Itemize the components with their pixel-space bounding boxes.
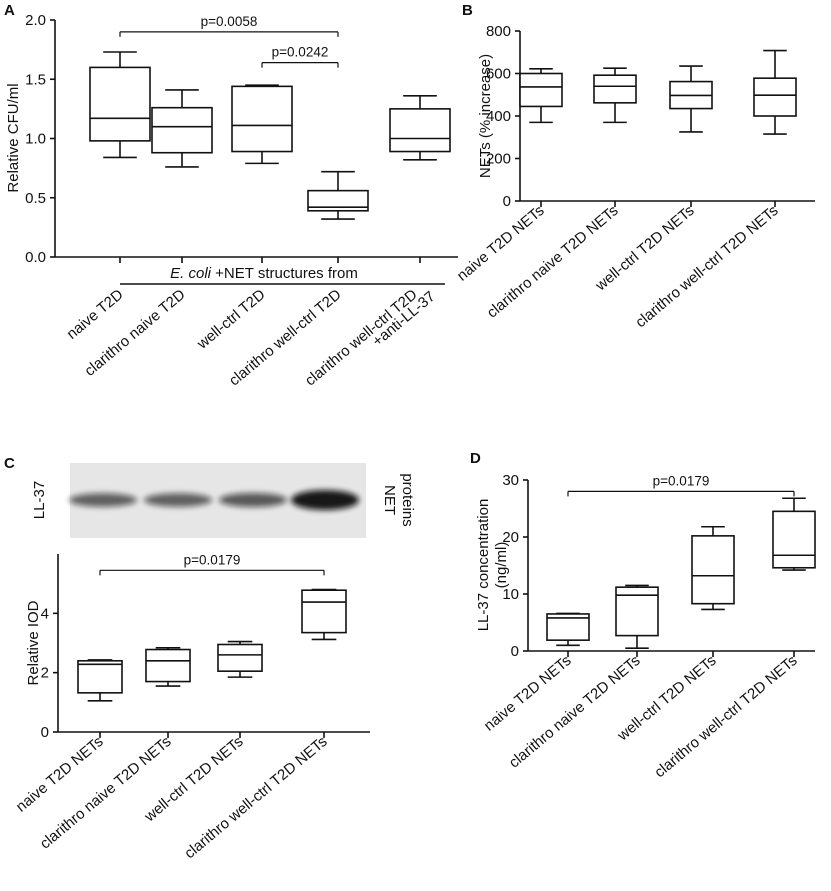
y-tick-label: 1.5 xyxy=(25,71,46,88)
box-1 xyxy=(546,612,590,647)
y-tick-label: 800 xyxy=(486,23,511,40)
y-tick-label: 2.0 xyxy=(25,12,46,29)
x-category-label: clarithro well-ctrl T2D NETs xyxy=(651,652,800,781)
blot-band xyxy=(144,493,212,507)
y-axis-title: LL-37 concentration xyxy=(475,499,492,632)
p-value-label: p=0.0179 xyxy=(184,552,241,567)
box-4 xyxy=(307,170,369,220)
y-axis-title-line2: (ng/ml) xyxy=(493,542,510,589)
box-iqr xyxy=(389,108,451,153)
box-iqr xyxy=(307,189,369,212)
x-category-label: naive T2D xyxy=(63,286,126,343)
box-2 xyxy=(145,646,191,687)
box-3 xyxy=(217,640,263,678)
y-tick-label: 1.0 xyxy=(25,131,46,148)
panel-label: B xyxy=(462,2,473,19)
box-iqr xyxy=(691,535,735,605)
box-4 xyxy=(772,497,816,571)
box-3 xyxy=(669,65,713,133)
x-category-label: well-ctrl T2D xyxy=(193,286,268,353)
y-tick-label: 0.5 xyxy=(25,190,46,207)
box-2 xyxy=(151,89,213,168)
x-category-label: clarithro well-ctrl T2D NETs xyxy=(181,733,330,862)
blot-label: LL-37 xyxy=(31,481,48,519)
y-tick-label: 200 xyxy=(486,151,511,168)
y-tick-label: 0 xyxy=(503,193,511,210)
y-axis-title: Relative IOD xyxy=(25,600,42,685)
box-iqr xyxy=(753,77,797,117)
blot-right-label: NET xyxy=(381,485,398,515)
box-iqr xyxy=(519,72,563,108)
x-category-label: clarithro well-ctrl T2D NETs xyxy=(632,202,781,331)
x-category-label: clarithro naive T2D NETs xyxy=(484,202,622,321)
panel-a: A 0.0 0.5 1.0 1.5 2.0 Relative CFU/ml p=0.0058 p… xyxy=(4,2,458,389)
box-3 xyxy=(231,84,293,165)
box-1 xyxy=(519,68,563,124)
box-iqr xyxy=(77,659,123,694)
blot-band xyxy=(219,493,287,507)
box-2 xyxy=(615,584,659,649)
y-axis-title: Relative CFU/ml xyxy=(5,83,22,192)
box-iqr xyxy=(89,66,151,142)
y-tick-label: 0 xyxy=(511,643,519,660)
box-1 xyxy=(89,51,151,159)
p-value-label: p=0.0058 xyxy=(201,14,258,29)
x-category-label: clarithro naive T2D NETs xyxy=(506,652,644,771)
panel-d: D 0 10 20 30 LL-37 concentration (ng/ml) p=0.01… xyxy=(470,450,816,781)
panel-label: D xyxy=(470,450,481,467)
y-tick-label: 30 xyxy=(502,472,519,489)
y-tick-label: 0.0 xyxy=(25,249,46,266)
box-iqr xyxy=(772,510,816,569)
box-4 xyxy=(301,588,347,641)
y-tick-label: 2 xyxy=(41,665,49,682)
y-axis-title: NETs (% increase) xyxy=(477,54,494,178)
box-3 xyxy=(691,525,735,611)
blot-right-label-2: proteins xyxy=(399,473,416,526)
western-blot: LL-37 NET proteins xyxy=(31,463,416,538)
blot-band xyxy=(69,493,137,507)
p-value-label: p=0.0179 xyxy=(653,473,710,488)
box-1 xyxy=(77,659,123,702)
y-tick-label: 10 xyxy=(502,586,519,603)
box-iqr xyxy=(145,648,191,683)
box-iqr xyxy=(151,106,213,154)
y-tick-label: 0 xyxy=(41,724,49,741)
y-tick-label: 4 xyxy=(41,605,49,622)
p-value-label: p=0.0242 xyxy=(272,45,329,60)
box-4 xyxy=(753,49,797,135)
panel-label: C xyxy=(4,455,15,472)
box-iqr xyxy=(301,589,347,634)
x-category-label: clarithro naive T2D NETs xyxy=(37,733,175,852)
box-iqr xyxy=(231,85,293,153)
y-tick-label: 600 xyxy=(486,66,511,83)
y-tick-label: 20 xyxy=(502,529,519,546)
group-label: E. coli +NET structures from xyxy=(170,265,358,282)
box-2 xyxy=(593,67,637,124)
y-tick-label: 400 xyxy=(486,108,511,125)
panel-label: A xyxy=(4,2,15,19)
box-5 xyxy=(389,95,451,161)
box-iqr xyxy=(593,74,637,104)
blot-band xyxy=(291,490,359,510)
box-iqr xyxy=(217,643,263,672)
